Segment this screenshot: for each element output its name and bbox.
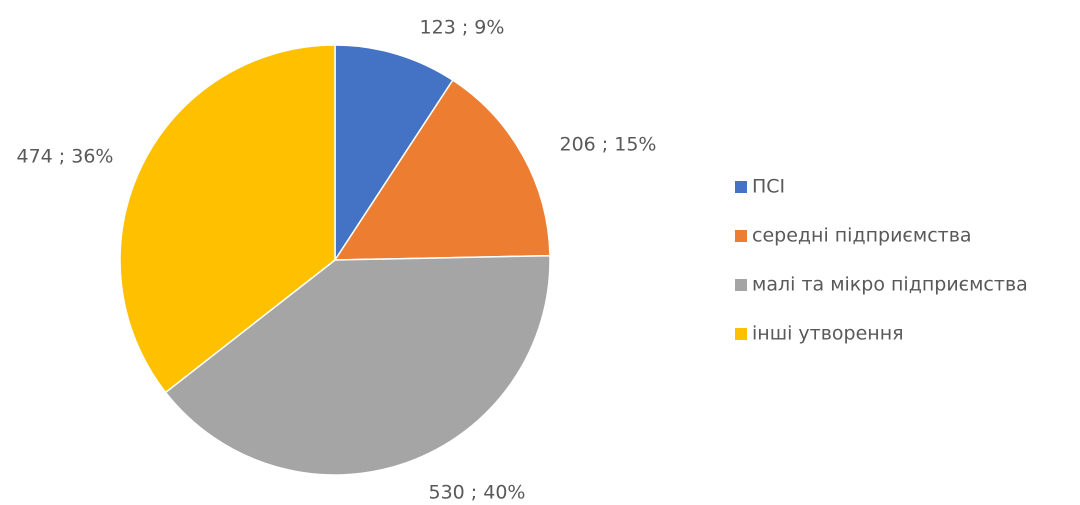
legend-swatch xyxy=(735,279,747,291)
pie-slice xyxy=(334,44,454,263)
legend-swatch xyxy=(735,230,747,242)
legend-swatch xyxy=(735,328,747,340)
pie-slice xyxy=(164,254,551,476)
data-label: 123 ; 9% xyxy=(420,17,505,39)
pie-slice xyxy=(333,79,551,261)
legend-label: інші утворення xyxy=(752,323,904,345)
legend-swatch xyxy=(735,181,747,193)
legend-label: малі та мікро підприємства xyxy=(752,274,1028,296)
pie-slice xyxy=(119,44,336,394)
legend-label: середні підприємства xyxy=(752,225,972,247)
data-label: 206 ; 15% xyxy=(560,134,657,156)
legend-label: ПСІ xyxy=(752,176,785,198)
data-label: 530 ; 40% xyxy=(429,482,526,504)
data-label: 474 ; 36% xyxy=(17,146,114,168)
